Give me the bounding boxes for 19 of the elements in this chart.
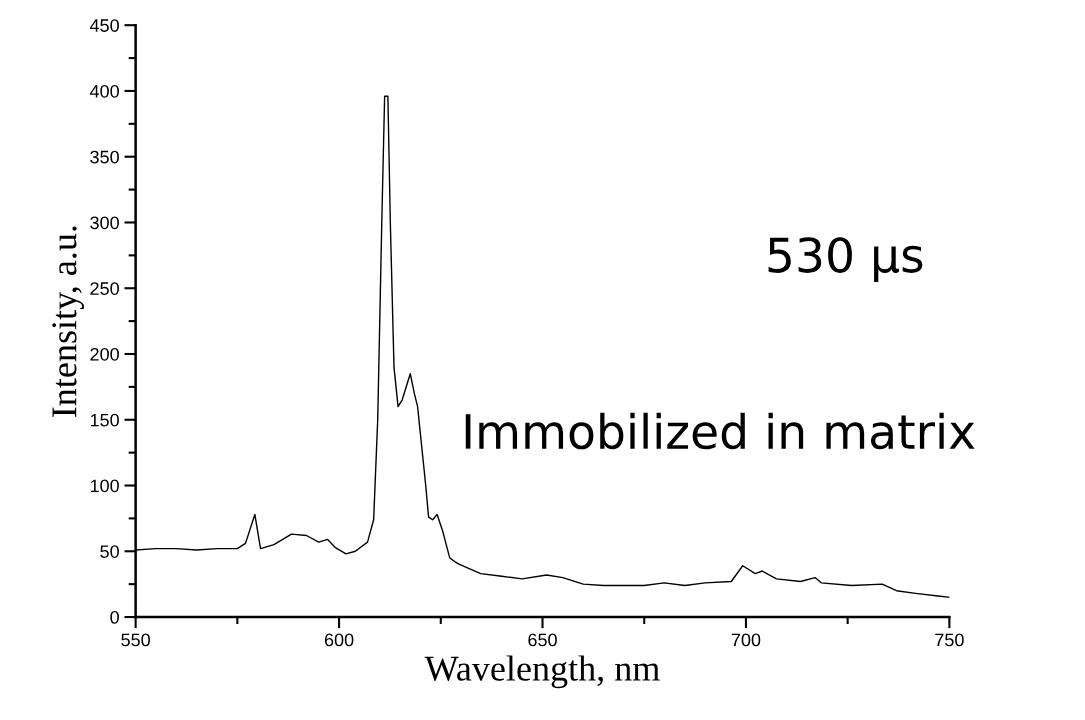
y-tick-label: 300 <box>90 216 119 230</box>
y-tick-label: 200 <box>90 347 119 361</box>
annotation: Immobilized in matrix <box>465 412 975 450</box>
y-tick-label: 0 <box>110 610 119 624</box>
x-tick-label: 750 <box>935 633 964 647</box>
y-tick-label: 400 <box>89 84 119 98</box>
x-axis-title: Wavelength, nm <box>424 655 660 689</box>
y-tick-label: 250 <box>90 282 119 295</box>
y-tick-label: 150 <box>90 413 119 427</box>
y-tick-label: 100 <box>90 479 119 493</box>
annotation: 530 µs <box>768 237 923 283</box>
x-tick-label: 550 <box>121 633 150 647</box>
y-tick-label: 450 <box>89 19 119 32</box>
x-tick-label: 700 <box>731 633 761 647</box>
y-axis-title: Intensity, a.u. <box>52 226 84 417</box>
y-tick-label: 50 <box>100 545 119 558</box>
x-tick-label: 600 <box>324 633 354 647</box>
y-tick-label: 350 <box>90 150 119 164</box>
x-tick-label: 650 <box>528 633 557 647</box>
